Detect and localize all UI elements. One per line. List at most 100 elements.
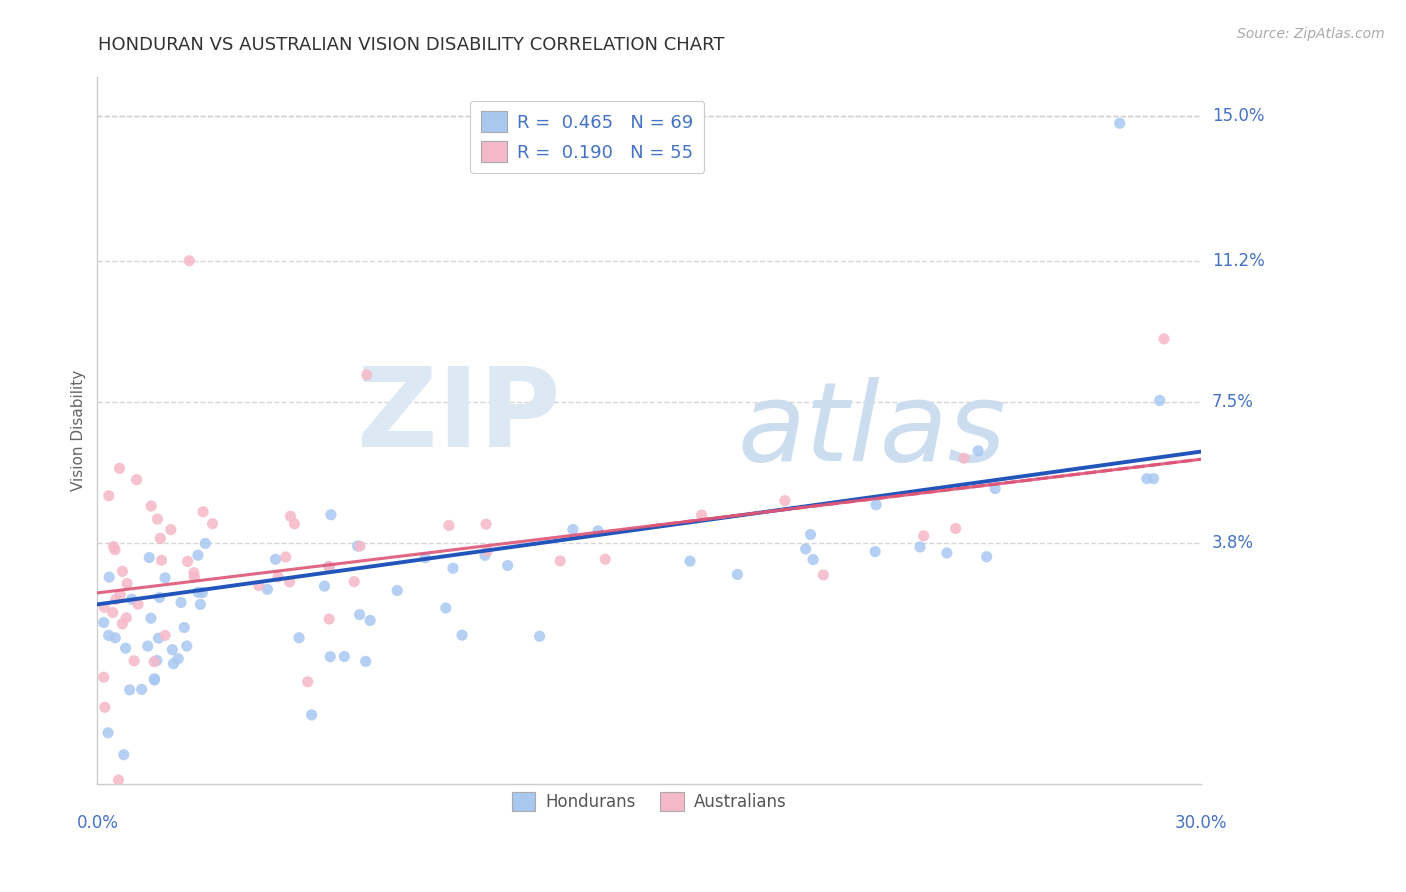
- Point: [111, 565, 134, 579]
- Point: [813, 568, 835, 582]
- Point: [593, 552, 616, 566]
- Point: [176, 639, 198, 653]
- Point: [548, 554, 571, 568]
- Point: [434, 601, 457, 615]
- Point: [274, 549, 297, 564]
- Point: [267, 570, 290, 584]
- Point: [118, 682, 141, 697]
- Point: [387, 583, 409, 598]
- Point: [799, 527, 821, 541]
- Point: [1136, 472, 1159, 486]
- Point: [98, 570, 121, 584]
- Point: [794, 541, 817, 556]
- Point: [107, 772, 129, 787]
- Point: [256, 582, 278, 597]
- Point: [187, 585, 209, 599]
- Point: [283, 516, 305, 531]
- Point: [201, 516, 224, 531]
- Point: [93, 615, 115, 630]
- Point: [159, 523, 181, 537]
- Point: [908, 540, 931, 554]
- Point: [690, 508, 713, 523]
- Point: [97, 489, 120, 503]
- Point: [93, 600, 115, 615]
- Point: [349, 539, 371, 553]
- Point: [1153, 332, 1175, 346]
- Point: [441, 561, 464, 575]
- Point: [141, 499, 163, 513]
- Point: [97, 726, 120, 740]
- Point: [188, 598, 211, 612]
- Point: [183, 570, 205, 584]
- Point: [349, 607, 371, 622]
- Point: [967, 443, 990, 458]
- Point: [153, 628, 176, 642]
- Point: [191, 505, 214, 519]
- Point: [865, 498, 887, 512]
- Point: [474, 549, 496, 563]
- Point: [110, 588, 132, 602]
- Y-axis label: Vision Disability: Vision Disability: [72, 370, 86, 491]
- Text: ZIP: ZIP: [357, 363, 561, 470]
- Point: [146, 512, 169, 526]
- Point: [97, 628, 120, 642]
- Point: [288, 631, 311, 645]
- Point: [1149, 393, 1171, 408]
- Point: [167, 651, 190, 665]
- Point: [343, 574, 366, 589]
- Point: [162, 657, 184, 671]
- Point: [187, 548, 209, 562]
- Point: [179, 253, 201, 268]
- Point: [127, 597, 149, 611]
- Point: [413, 550, 436, 565]
- Point: [945, 522, 967, 536]
- Point: [111, 616, 134, 631]
- Point: [801, 552, 824, 566]
- Point: [773, 493, 796, 508]
- Point: [318, 559, 340, 574]
- Point: [104, 542, 127, 557]
- Point: [143, 655, 166, 669]
- Point: [125, 473, 148, 487]
- Point: [104, 592, 127, 607]
- Point: [725, 567, 748, 582]
- Point: [191, 585, 214, 599]
- Point: [138, 550, 160, 565]
- Point: [149, 532, 172, 546]
- Point: [139, 611, 162, 625]
- Point: [148, 591, 170, 605]
- Point: [112, 747, 135, 762]
- Text: 3.8%: 3.8%: [1212, 534, 1254, 552]
- Point: [264, 552, 287, 566]
- Point: [561, 523, 583, 537]
- Text: 30.0%: 30.0%: [1174, 814, 1227, 832]
- Point: [297, 674, 319, 689]
- Point: [301, 708, 323, 723]
- Point: [354, 654, 377, 668]
- Point: [1108, 116, 1130, 130]
- Point: [176, 554, 198, 568]
- Text: HONDURAN VS AUSTRALIAN VISION DISABILITY CORRELATION CHART: HONDURAN VS AUSTRALIAN VISION DISABILITY…: [98, 36, 725, 54]
- Point: [131, 682, 153, 697]
- Text: atlas: atlas: [737, 377, 1005, 484]
- Text: 7.5%: 7.5%: [1212, 393, 1254, 411]
- Point: [101, 606, 124, 620]
- Point: [496, 558, 519, 573]
- Text: Source: ZipAtlas.com: Source: ZipAtlas.com: [1237, 27, 1385, 41]
- Point: [935, 546, 957, 560]
- Text: 11.2%: 11.2%: [1212, 252, 1264, 269]
- Point: [194, 536, 217, 550]
- Point: [863, 544, 886, 558]
- Point: [318, 559, 340, 574]
- Point: [150, 553, 173, 567]
- Point: [108, 461, 131, 475]
- Point: [114, 641, 136, 656]
- Point: [115, 576, 138, 591]
- Text: 15.0%: 15.0%: [1212, 107, 1264, 125]
- Point: [912, 529, 935, 543]
- Point: [586, 524, 609, 538]
- Point: [247, 578, 270, 592]
- Point: [984, 482, 1007, 496]
- Point: [162, 642, 184, 657]
- Point: [319, 649, 342, 664]
